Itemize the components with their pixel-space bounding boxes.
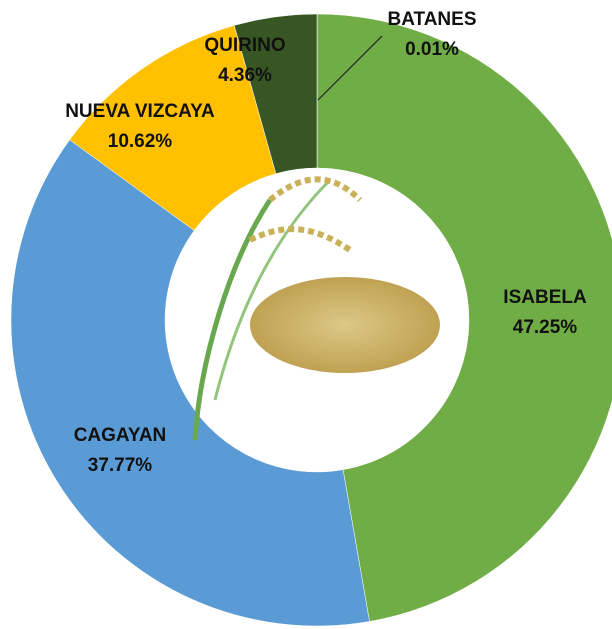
category-label: ISABELA [503, 287, 587, 308]
value-label: 37.77% [88, 455, 153, 476]
value-label: 47.25% [513, 317, 578, 338]
value-label: 4.36% [218, 65, 272, 86]
slice [233, 13, 318, 174]
donut [10, 13, 612, 627]
category-label: NUEVA VIZCAYA [65, 101, 215, 122]
labels: BATANES 0.01% ISABELA 47.25% CAGAYAN 37.77% NU… [65, 9, 587, 476]
value-label: 10.62% [108, 131, 173, 152]
slice [316, 13, 612, 622]
slice [69, 25, 277, 231]
slice [10, 139, 370, 627]
category-label: CAGAYAN [74, 425, 167, 446]
value-label: 0.01% [405, 39, 459, 60]
category-label: BATANES [387, 9, 476, 30]
category-label: QUIRINO [204, 35, 285, 56]
leader-line [317, 35, 383, 101]
rice-illustration [192, 176, 440, 441]
